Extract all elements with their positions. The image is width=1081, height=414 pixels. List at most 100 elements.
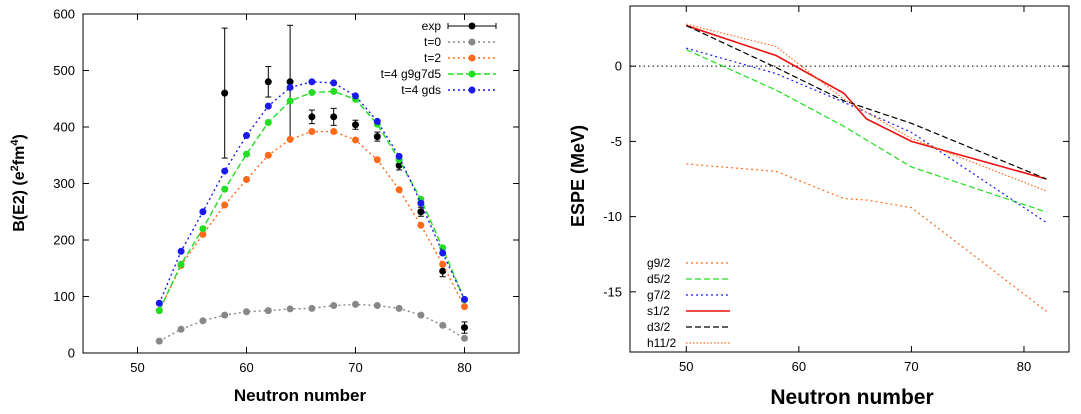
- series-line: [686, 24, 1047, 180]
- data-point: [308, 128, 316, 136]
- series-line: [686, 25, 1047, 180]
- legend-marker: [468, 38, 476, 46]
- y-tick-label: -5: [610, 134, 622, 149]
- legend-marker: [468, 54, 476, 62]
- data-point: [330, 79, 338, 87]
- plot-frame: [82, 13, 520, 354]
- data-point: [221, 89, 229, 97]
- data-point: [243, 308, 250, 316]
- legend-label: g9/2: [647, 256, 671, 270]
- data-point: [264, 151, 272, 159]
- legend-label: d3/2: [647, 320, 671, 334]
- x-tick-label: 60: [792, 359, 806, 374]
- y-tick-label: 400: [53, 120, 75, 135]
- series-t-2: [155, 128, 468, 315]
- y-tick-label: 300: [53, 176, 75, 191]
- data-point: [352, 300, 359, 308]
- data-point: [330, 113, 338, 121]
- series-line: [158, 81, 466, 304]
- data-point: [330, 87, 338, 95]
- data-point: [243, 150, 250, 158]
- data-point: [264, 102, 272, 110]
- data-point: [199, 208, 207, 216]
- series-g7-2: [686, 47, 1047, 224]
- data-point: [155, 299, 163, 307]
- legend-marker: [468, 86, 476, 94]
- data-point: [155, 337, 163, 345]
- chart-left-bE2: B(E2) (e2fm4) Neutron number 50 60 70 80 0 10…: [9, 7, 520, 405]
- data-point: [439, 249, 447, 257]
- data-point: [461, 295, 468, 303]
- legend-label: d5/2: [647, 272, 671, 286]
- data-point: [199, 317, 207, 325]
- ylabel-bE2: B(E2) (e2fm4): [9, 134, 28, 232]
- legend-label: s1/2: [647, 304, 670, 318]
- legend: exp t=0 t=2 t=4 g9g7d5 t=4 gds: [381, 19, 497, 97]
- xlabel-bE2: Neutron number: [234, 386, 367, 405]
- data-point: [330, 302, 338, 310]
- data-point: [373, 117, 381, 125]
- series-h11-2: [686, 23, 1047, 192]
- data-point: [177, 247, 185, 255]
- legend-label: h11/2: [647, 336, 676, 350]
- chart-right-espe: ESPE (MeV) Neutron number 50 60 70 80 0 -5 -10…: [568, 5, 1070, 409]
- y-tick-label: 0: [68, 346, 75, 361]
- x-tick-label: 70: [904, 359, 918, 374]
- y-tick-label: -15: [603, 284, 622, 299]
- series-d3-2: [686, 25, 1047, 180]
- data-point: [308, 78, 316, 86]
- series-line: [686, 163, 1047, 312]
- series-line: [686, 49, 1047, 213]
- data-point: [221, 311, 229, 319]
- y-tick-label: 100: [53, 289, 75, 304]
- data-point: [373, 156, 381, 164]
- data-point: [243, 131, 250, 139]
- y-tick-label: 0: [615, 59, 622, 74]
- legend: g9/2 d5/2 g7/2 s1/2 d3/2 h11/2: [647, 256, 730, 350]
- data-point: [199, 230, 207, 238]
- data-point: [395, 152, 403, 160]
- data-point: [177, 260, 185, 268]
- legend-label: t=4 gds: [401, 83, 441, 97]
- data-point: [439, 260, 447, 268]
- data-point: [308, 113, 316, 121]
- xlabel-espe: Neutron number: [770, 386, 933, 409]
- data-point: [286, 78, 294, 86]
- data-point: [264, 118, 272, 126]
- legend-label: t=2: [424, 51, 441, 65]
- data-point: [308, 304, 316, 312]
- data-point: [243, 176, 250, 184]
- data-point: [286, 135, 294, 143]
- data-point: [286, 83, 294, 91]
- data-point: [221, 167, 229, 175]
- data-point: [352, 136, 359, 144]
- data-point: [417, 221, 425, 229]
- y-tick-label: -10: [603, 209, 622, 224]
- legend-label: exp: [422, 19, 442, 33]
- series-d5-2: [686, 49, 1047, 213]
- data-point: [373, 133, 381, 141]
- data-point: [373, 302, 381, 310]
- legend-marker: [468, 70, 476, 78]
- series-t-4-gds: [155, 78, 468, 307]
- data-point: [461, 334, 468, 342]
- data-point: [221, 201, 229, 209]
- data-point: [221, 185, 229, 193]
- data-point: [330, 128, 338, 136]
- data-point: [286, 305, 294, 313]
- data-point: [352, 92, 359, 100]
- data-point: [264, 307, 272, 315]
- x-tick-label: 60: [239, 360, 253, 375]
- legend-label: t=4 g9g7d5: [381, 67, 442, 81]
- x-tick-label: 80: [1017, 359, 1031, 374]
- legend-marker: [468, 22, 476, 30]
- data-point: [395, 161, 403, 169]
- series-line: [686, 47, 1047, 224]
- data-point: [155, 307, 163, 315]
- data-point: [395, 304, 403, 312]
- series-line: [686, 23, 1047, 192]
- series-g9-2: [686, 163, 1047, 312]
- data-point: [417, 208, 425, 216]
- data-point: [461, 303, 468, 311]
